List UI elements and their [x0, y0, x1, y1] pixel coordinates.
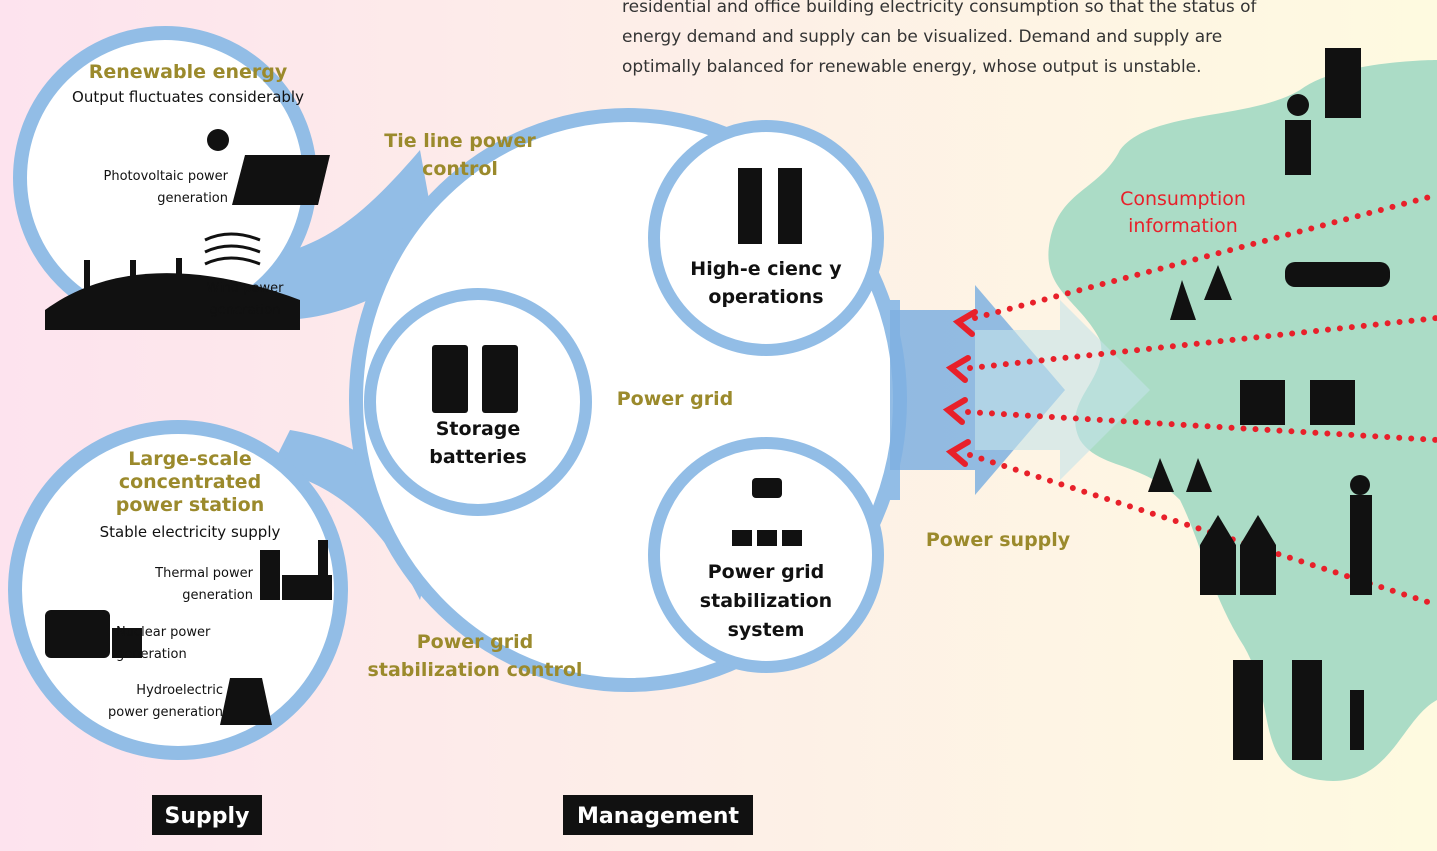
- supply-tag: Supply: [165, 804, 250, 829]
- wind-label: Wind power: [207, 281, 285, 296]
- thermal-label: generation: [182, 588, 253, 603]
- renewable-subtitle: Output fluctuates considerably: [72, 88, 304, 106]
- tie-line-label: Tie line power: [384, 130, 536, 152]
- nuclear-label: generation: [116, 647, 187, 662]
- management-tag-bg: [563, 795, 753, 835]
- consumption-label: Consumption: [1120, 188, 1246, 210]
- storage-label: batteries: [429, 446, 527, 468]
- tie-line-label: control: [422, 158, 498, 180]
- efficiency-label: operations: [708, 286, 823, 308]
- thermal-label: Thermal power: [154, 566, 254, 581]
- supply-tag-bg: [152, 795, 262, 835]
- efficiency-label: High-e cienc y: [690, 258, 842, 280]
- hydro-label: Hydroelectric: [136, 683, 223, 698]
- large-scale-title: concentrated: [119, 471, 261, 493]
- intro-line: optimally balanced for renewable energy,…: [622, 57, 1202, 77]
- large-scale-title: power station: [116, 494, 264, 516]
- consumption-label: information: [1128, 215, 1238, 237]
- wind-label: generation: [210, 303, 281, 318]
- intro-line: residential and office building electric…: [622, 0, 1258, 17]
- stabilization-circle: [648, 437, 884, 673]
- large-scale-title: Large-scale: [128, 448, 251, 470]
- stabilization-system-label: system: [728, 619, 805, 641]
- supply-arrow-light: [975, 300, 1150, 480]
- power-supply-label: Power supply: [926, 529, 1071, 551]
- efficiency-circle: [648, 120, 884, 356]
- stabilization-control-label: stabilization control: [368, 659, 583, 681]
- large-scale-subtitle: Stable electricity supply: [100, 523, 281, 541]
- pv-label: generation: [157, 191, 228, 206]
- storage-circle: [364, 288, 592, 516]
- large-scale-circle: [8, 420, 348, 760]
- nuclear-label: Nuclear power: [116, 625, 211, 640]
- intro-line: energy demand and supply can be visualiz…: [622, 27, 1222, 47]
- storage-label: Storage: [436, 418, 521, 440]
- management-tag: Management: [577, 804, 739, 829]
- renewable-title: Renewable energy: [89, 61, 288, 83]
- pv-label: Photovoltaic power: [104, 169, 229, 184]
- hydro-label: power generation: [108, 705, 223, 720]
- stabilization-system-label: stabilization: [700, 590, 832, 612]
- icons: [45, 48, 1390, 760]
- power-grid-label: Power grid: [617, 388, 734, 410]
- stabilization-control-label: Power grid: [417, 631, 534, 653]
- stabilization-system-label: Power grid: [708, 561, 825, 583]
